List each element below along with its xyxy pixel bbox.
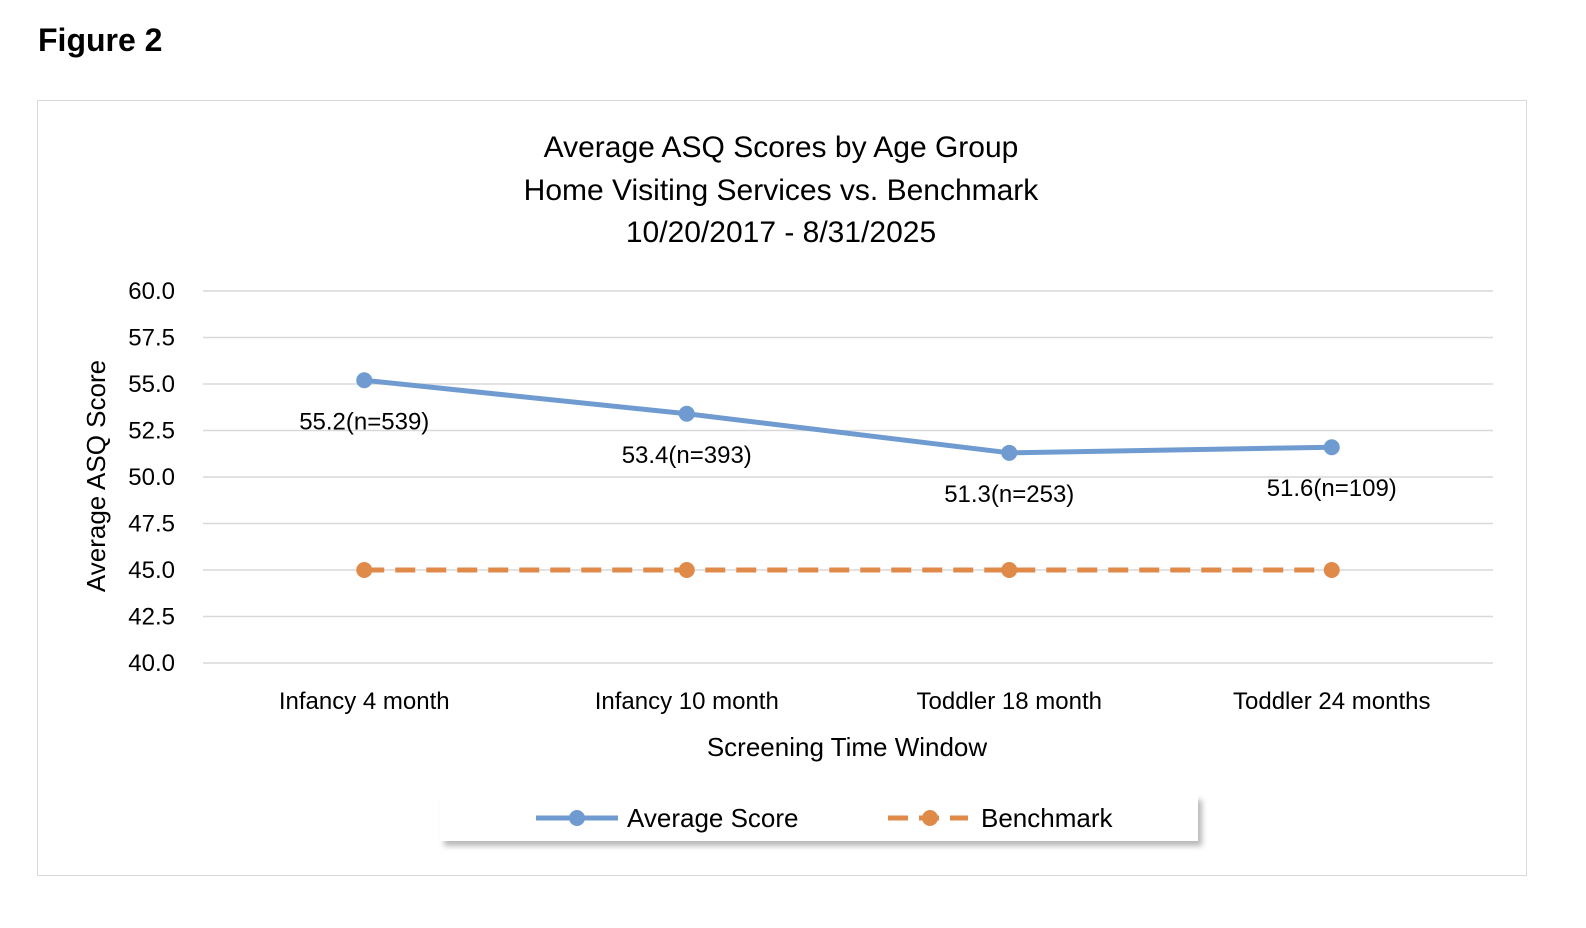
- chart-title: Average ASQ Scores by Age Group Home Vis…: [524, 131, 1040, 249]
- chart-title-line-2: Home Visiting Services vs. Benchmark: [524, 174, 1040, 207]
- chart-frame: [37, 100, 1527, 876]
- data-point-average-score: [678, 405, 695, 422]
- data-label: 53.4(n=393): [622, 442, 752, 469]
- data-labels: 55.2(n=539) 53.4(n=393) 51.3(n=253) 51.6(n=…: [299, 408, 1397, 508]
- data-point-benchmark: [1323, 562, 1340, 578]
- data-point-benchmark: [356, 562, 373, 578]
- y-tick-label: 60.0: [128, 278, 175, 305]
- data-point-benchmark: [1001, 562, 1018, 578]
- legend-average-score-marker: [569, 810, 585, 826]
- data-point-average-score: [1001, 444, 1018, 461]
- y-axis-ticks: 60.0 57.5 55.0 52.5 50.0 47.5 45.0 42.5 40.0: [128, 278, 175, 677]
- data-point-benchmark: [678, 562, 695, 578]
- figure-label: Figure 2: [38, 22, 163, 58]
- x-tick-label: Toddler 18 month: [917, 688, 1102, 715]
- x-tick-label: Infancy 10 month: [595, 688, 779, 715]
- data-label: 55.2(n=539): [299, 408, 429, 435]
- legend-benchmark-label: Benchmark: [981, 803, 1113, 833]
- x-axis-title: Screening Time Window: [707, 732, 988, 762]
- series-layer: [356, 372, 1340, 578]
- x-tick-label: Infancy 4 month: [279, 688, 450, 715]
- x-tick-label: Toddler 24 months: [1233, 688, 1430, 715]
- chart-title-line-1: Average ASQ Scores by Age Group: [544, 131, 1019, 164]
- legend: Average Score Benchmark: [440, 795, 1198, 841]
- y-tick-label: 47.5: [128, 511, 175, 538]
- data-label: 51.3(n=253): [944, 481, 1074, 508]
- y-axis-title: Average ASQ Score: [81, 360, 111, 592]
- legend-benchmark-marker: [922, 810, 938, 826]
- legend-average-score-label: Average Score: [627, 803, 799, 833]
- data-point-average-score: [356, 372, 373, 389]
- chart-title-line-3: 10/20/2017 - 8/31/2025: [626, 216, 936, 249]
- y-tick-label: 40.0: [128, 650, 175, 677]
- x-axis-ticks: Infancy 4 month Infancy 10 month Toddler 1…: [279, 688, 1431, 715]
- y-tick-label: 50.0: [128, 464, 175, 491]
- y-tick-label: 45.0: [128, 557, 175, 584]
- y-tick-label: 52.5: [128, 418, 175, 445]
- data-point-average-score: [1323, 439, 1340, 456]
- y-tick-label: 42.5: [128, 604, 175, 631]
- data-label: 51.6(n=109): [1267, 475, 1397, 502]
- series-line-average-score: [363, 377, 1332, 456]
- y-tick-label: 57.5: [128, 325, 175, 352]
- y-tick-label: 55.0: [128, 371, 175, 398]
